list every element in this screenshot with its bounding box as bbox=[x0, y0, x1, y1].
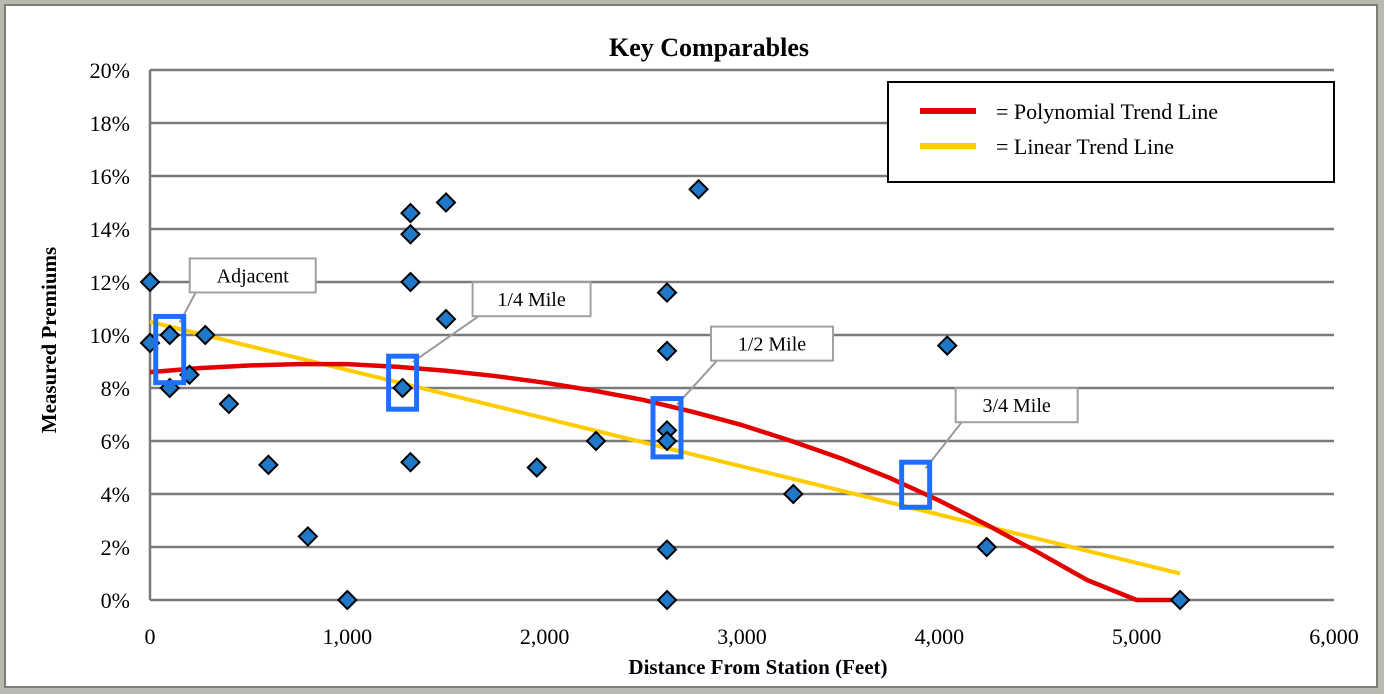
data-point bbox=[782, 483, 804, 505]
data-point bbox=[400, 202, 421, 224]
data-point bbox=[435, 192, 457, 213]
chart-title: Key Comparables bbox=[609, 33, 809, 62]
data-point bbox=[656, 430, 678, 452]
legend-label-polynomial: = Polynomial Trend Line bbox=[996, 99, 1218, 124]
callout-label: 1/2 Mile bbox=[738, 334, 806, 356]
data-point bbox=[218, 393, 240, 415]
y-tick-labels: 0% 2% 4% 6% 8% 10% 12% 14% 16% 18% 20% bbox=[90, 58, 130, 613]
callout-highlight bbox=[899, 459, 933, 510]
data-point bbox=[656, 340, 678, 362]
y-tick-label: 6% bbox=[101, 429, 130, 454]
x-tick-label: 4,000 bbox=[915, 624, 965, 649]
legend: = Polynomial Trend Line = Linear Trend L… bbox=[887, 81, 1335, 183]
y-tick-label: 18% bbox=[90, 111, 130, 136]
callout-label: Adjacent bbox=[217, 265, 290, 287]
callout-highlight bbox=[650, 396, 684, 460]
callout-leader bbox=[412, 315, 480, 364]
callout-box bbox=[954, 387, 1079, 424]
data-point bbox=[656, 282, 678, 304]
callout-box bbox=[710, 325, 835, 362]
x-tick-label: 1,000 bbox=[323, 624, 373, 649]
chart-svg: Key Comparables 0% 2% 4% 6% 8% 10% 12% 14% 16% 18… bbox=[37, 33, 1359, 679]
data-point bbox=[585, 430, 607, 452]
y-tick-label: 8% bbox=[101, 376, 130, 401]
x-tick-labels: 0 1,000 2,000 3,000 4,000 5,000 6,000 bbox=[145, 624, 1359, 649]
y-tick-label: 16% bbox=[90, 164, 130, 189]
callout-highlight bbox=[153, 313, 187, 386]
y-tick-label: 4% bbox=[101, 482, 130, 507]
y-tick-label: 20% bbox=[90, 58, 130, 83]
data-point bbox=[435, 308, 457, 330]
x-tick-label: 5,000 bbox=[1112, 624, 1162, 649]
data-point bbox=[400, 271, 421, 293]
distance-callouts: Adjacent 1/4 Mile 1/2 Mile 3/4 Mile bbox=[153, 257, 1079, 510]
data-point bbox=[1169, 589, 1191, 611]
y-tick-label: 0% bbox=[101, 588, 130, 613]
callout-box bbox=[471, 281, 592, 318]
x-tick-label: 6,000 bbox=[1309, 624, 1359, 649]
data-point bbox=[336, 589, 358, 611]
x-tick-label: 3,000 bbox=[717, 624, 767, 649]
callout-highlight bbox=[386, 353, 420, 412]
data-point bbox=[257, 454, 279, 476]
x-tick-label: 2,000 bbox=[520, 624, 570, 649]
legend-box bbox=[887, 81, 1335, 183]
y-axis-title: Measured Premiums bbox=[37, 247, 61, 433]
data-point bbox=[392, 377, 414, 399]
data-point bbox=[656, 539, 678, 561]
x-tick-label: 0 bbox=[145, 624, 156, 649]
data-point bbox=[688, 178, 710, 200]
data-point bbox=[936, 335, 958, 357]
callout-label: 1/4 Mile bbox=[497, 289, 565, 311]
data-point bbox=[194, 324, 216, 346]
trend-lines bbox=[149, 319, 1181, 603]
y-tick-label: 10% bbox=[90, 323, 130, 348]
data-point bbox=[400, 451, 421, 473]
callout-label: 3/4 Mile bbox=[982, 395, 1050, 417]
data-point bbox=[656, 589, 678, 611]
data-point bbox=[526, 457, 548, 478]
y-tick-label: 14% bbox=[90, 217, 130, 242]
callout-box bbox=[188, 257, 317, 294]
callout-leader bbox=[676, 359, 718, 406]
y-tick-label: 2% bbox=[101, 535, 130, 560]
legend-label-linear: = Linear Trend Line bbox=[996, 134, 1174, 159]
data-point bbox=[139, 271, 161, 293]
polynomial-trend-line bbox=[149, 361, 1181, 603]
x-axis-title: Distance From Station (Feet) bbox=[628, 655, 887, 679]
data-point bbox=[976, 536, 998, 558]
data-point bbox=[400, 223, 421, 245]
data-point bbox=[297, 525, 319, 547]
data-point bbox=[159, 324, 181, 346]
y-tick-label: 12% bbox=[90, 270, 130, 295]
chart-frame: Key Comparables 0% 2% 4% 6% 8% 10% 12% 14% 16% 18… bbox=[4, 4, 1378, 688]
